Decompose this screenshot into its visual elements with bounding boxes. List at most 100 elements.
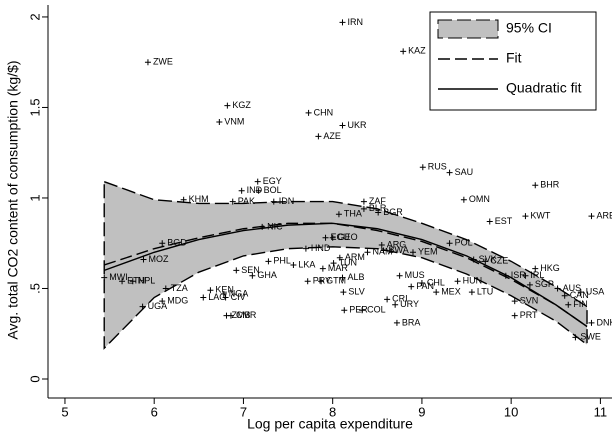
point-label: TUN xyxy=(339,258,358,268)
point-label: ARM xyxy=(345,252,365,262)
point-label: EGY xyxy=(263,176,282,186)
point-label: PRY xyxy=(313,276,331,286)
legend-label: 95% CI xyxy=(506,20,552,36)
x-tick-label: 9 xyxy=(418,404,425,419)
point-marker xyxy=(400,48,407,55)
point-label: CMR xyxy=(236,310,257,320)
point-marker xyxy=(577,289,584,296)
point-label: MUS xyxy=(405,270,425,280)
x-tick-label: 5 xyxy=(61,404,68,419)
point-marker xyxy=(588,213,595,220)
point-label: ETH xyxy=(127,276,145,286)
point-label: PAK xyxy=(238,196,255,206)
point-marker xyxy=(396,272,403,279)
point-label: IDN xyxy=(279,196,295,206)
point-label: COL xyxy=(367,305,386,315)
point-marker xyxy=(249,272,256,279)
point-label: BOL xyxy=(264,185,282,195)
point-label: UGA xyxy=(148,301,168,311)
point-marker xyxy=(339,274,346,281)
point-label: FIN xyxy=(573,299,588,309)
point-label: HKG xyxy=(540,263,560,273)
point-label: NIC xyxy=(267,221,283,231)
point-marker xyxy=(341,307,348,314)
point-marker xyxy=(220,290,227,297)
point-marker xyxy=(408,283,415,290)
point-label: ZAF xyxy=(369,196,387,206)
x-tick-label: 11 xyxy=(594,404,608,419)
point-label: PRT xyxy=(520,310,538,320)
point-marker xyxy=(162,285,169,292)
point-label: CIV xyxy=(231,292,246,302)
point-label: BRA xyxy=(402,317,421,327)
point-label: GEO xyxy=(338,232,358,242)
point-marker xyxy=(418,280,425,287)
point-label: SGP xyxy=(535,279,554,289)
x-tick-label: 6 xyxy=(151,404,158,419)
point-label: CRI xyxy=(392,294,408,304)
point-label: BGD xyxy=(167,238,187,248)
point-label: CHL xyxy=(427,277,445,287)
point-marker xyxy=(419,164,426,171)
point-label: UKR xyxy=(347,120,367,130)
point-marker xyxy=(502,272,509,279)
point-label: ISR xyxy=(511,270,527,280)
point-marker xyxy=(565,301,572,308)
point-label: SLV xyxy=(348,286,364,296)
point-marker xyxy=(375,209,382,216)
fit-line xyxy=(103,222,588,328)
point-label: SWE xyxy=(580,332,601,342)
point-marker xyxy=(329,234,336,241)
point-label: URY xyxy=(400,299,419,309)
point-marker xyxy=(454,278,461,285)
y-tick-label: 1 xyxy=(27,194,42,201)
y-tick-label: .5 xyxy=(27,283,42,294)
point-label: POL xyxy=(455,238,473,248)
point-label: YEM xyxy=(418,247,438,257)
point-marker xyxy=(101,274,108,281)
point-marker xyxy=(364,249,371,256)
point-label: AZE xyxy=(323,131,341,141)
point-marker xyxy=(207,287,214,294)
point-marker xyxy=(468,289,475,296)
x-tick-label: 10 xyxy=(504,404,518,419)
point-marker xyxy=(227,312,234,319)
point-marker xyxy=(384,296,391,303)
point-marker xyxy=(511,312,518,319)
point-label: NAM xyxy=(372,247,392,257)
point-label: DNK xyxy=(596,317,612,327)
point-label: LKA xyxy=(298,259,315,269)
point-label: LTU xyxy=(477,286,493,296)
point-marker xyxy=(180,196,187,203)
point-label: RUS xyxy=(428,162,447,172)
point-marker xyxy=(522,272,529,279)
point-marker xyxy=(409,249,416,256)
point-marker xyxy=(378,242,385,249)
x-tick-label: 7 xyxy=(240,404,247,419)
fit-line xyxy=(104,222,588,328)
point-label: NGA xyxy=(229,288,249,298)
point-marker xyxy=(255,187,262,194)
point-marker xyxy=(140,256,147,263)
point-marker xyxy=(393,319,400,326)
point-label: CHN xyxy=(314,107,334,117)
point-label: KEN xyxy=(215,285,234,295)
point-marker xyxy=(526,281,533,288)
point-marker xyxy=(322,234,329,241)
point-marker xyxy=(254,178,261,185)
x-tick-label: 8 xyxy=(329,404,336,419)
point-marker xyxy=(224,102,231,109)
point-marker xyxy=(340,289,347,296)
point-marker xyxy=(270,198,277,205)
point-marker xyxy=(446,240,453,247)
point-label: PHL xyxy=(273,256,291,266)
point-label: MAR xyxy=(328,263,349,273)
point-label: USA xyxy=(586,286,605,296)
point-label: KHM xyxy=(189,194,209,204)
point-label: ZWE xyxy=(153,57,173,67)
point-marker xyxy=(330,260,337,267)
point-label: SEN xyxy=(241,265,260,275)
point-label: CZE xyxy=(490,256,508,266)
point-marker xyxy=(159,240,166,247)
point-label: BWA xyxy=(389,245,409,255)
